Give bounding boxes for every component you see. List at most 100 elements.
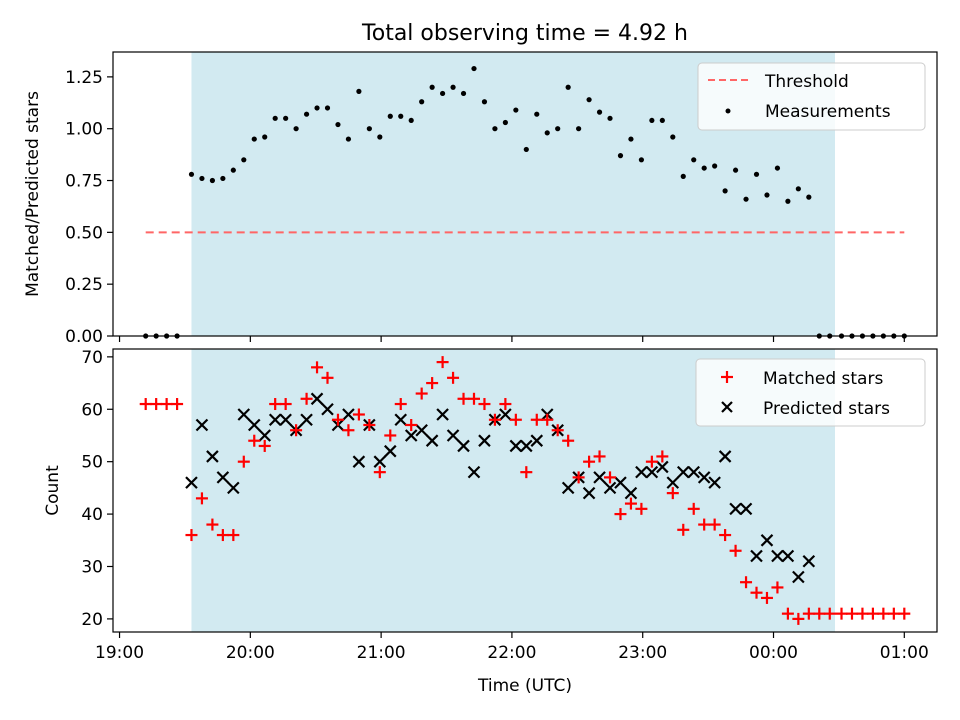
y-tick-label: 0.25 xyxy=(65,275,103,295)
measurement-point xyxy=(513,107,519,113)
measurement-point xyxy=(251,136,257,142)
matched-point xyxy=(488,413,501,426)
measurement-point xyxy=(565,84,571,90)
predicted-legend-swatch xyxy=(721,401,733,413)
measurement-point xyxy=(628,136,634,142)
matched-point xyxy=(384,429,397,442)
matched-point xyxy=(740,576,753,589)
matched-legend-swatch xyxy=(721,371,733,383)
matched-point xyxy=(792,612,805,625)
ratio-legend: Threshold Measurements xyxy=(697,62,926,131)
measurement-point xyxy=(649,117,655,124)
predicted-point xyxy=(373,455,387,468)
count-legend: Matched stars Predicted stars xyxy=(695,358,926,427)
predicted-point xyxy=(446,429,460,442)
predicted-point xyxy=(321,402,334,416)
matched-point xyxy=(708,518,721,531)
measurement-point xyxy=(712,163,718,169)
matched-point xyxy=(845,607,858,620)
predicted-point xyxy=(457,439,470,453)
measurement-point xyxy=(335,121,341,128)
measurement-point xyxy=(188,171,195,177)
matched-point xyxy=(290,424,303,437)
x-tick-label: 23:00 xyxy=(618,643,667,663)
y-tick-label: 20 xyxy=(81,610,103,630)
predicted-point xyxy=(635,465,648,479)
x-tick-label: 01:00 xyxy=(880,643,929,663)
matched-point xyxy=(216,529,229,542)
matched-point xyxy=(583,455,596,468)
predicted-point xyxy=(718,450,732,463)
y-tick-label: 0.00 xyxy=(65,327,103,347)
measurement-point xyxy=(366,126,372,132)
matched-point xyxy=(635,502,648,515)
predicted-point xyxy=(593,471,606,484)
matched-point xyxy=(300,392,313,405)
predicted-point xyxy=(802,554,816,568)
y-tick-label: 0.75 xyxy=(65,172,103,192)
measurement-point xyxy=(429,84,435,90)
measurement-point xyxy=(534,111,540,117)
count-legend-box xyxy=(695,358,926,427)
matched-point xyxy=(373,466,386,479)
measurement-point xyxy=(764,192,770,198)
matched-point xyxy=(719,529,732,542)
measurement-point xyxy=(220,175,226,182)
ratio-legend-box xyxy=(697,62,926,131)
measurement-point xyxy=(293,126,299,132)
ratio-y-axis-label: Matched/Predicted stars xyxy=(23,91,43,297)
measurement-point xyxy=(670,134,676,140)
count-y-ticks: 20 30 40 50 60 70 xyxy=(81,348,113,630)
matched-point xyxy=(426,377,439,390)
y-tick-label: 50 xyxy=(81,453,103,473)
matched-point xyxy=(624,497,637,510)
predicted-point xyxy=(760,534,774,547)
measurement-point xyxy=(303,111,310,117)
matched-point xyxy=(760,591,773,604)
measurement-point xyxy=(502,119,508,126)
measurement-point xyxy=(283,115,289,121)
matched-legend-label: Matched stars xyxy=(763,369,883,389)
ratio-panel: 0.00 0.25 0.50 0.75 1.00 1.25 Matched/Predict… xyxy=(23,51,938,347)
matched-point xyxy=(781,607,794,620)
predicted-point xyxy=(436,408,449,421)
predicted-point xyxy=(739,502,753,516)
matched-point xyxy=(363,418,376,431)
predicted-point xyxy=(384,444,397,458)
matched-point xyxy=(321,371,334,384)
matched-point xyxy=(342,424,355,437)
measurement-point xyxy=(199,175,205,182)
measurement-point xyxy=(356,88,362,94)
x-tick-label: 00:00 xyxy=(749,643,798,663)
matched-point xyxy=(750,586,763,599)
matched-point xyxy=(729,544,742,557)
measurement-point xyxy=(722,188,728,194)
matched-point xyxy=(698,518,711,531)
matched-point xyxy=(677,523,690,536)
measurement-point xyxy=(314,105,320,111)
measurement-point xyxy=(450,84,456,90)
measurement-point xyxy=(785,198,791,204)
count-x-ticks: 19:00 20:00 21:00 22:00 23:00 00:00 01:00 xyxy=(95,632,929,663)
measurement-point xyxy=(398,113,404,119)
predicted-point xyxy=(310,392,324,406)
predicted-point xyxy=(781,549,795,563)
chart-title: Total observing time = 4.92 h xyxy=(361,21,688,46)
predicted-point xyxy=(656,460,669,474)
measurement-point xyxy=(701,165,707,171)
predicted-point xyxy=(645,465,659,479)
predicted-point xyxy=(342,408,355,421)
count-y-axis-label: Count xyxy=(43,465,63,516)
predicted-point xyxy=(792,570,805,584)
x-tick-label: 20:00 xyxy=(226,643,275,663)
predicted-point xyxy=(603,481,617,495)
matched-point xyxy=(823,607,836,620)
y-tick-label: 1.00 xyxy=(65,120,103,140)
predicted-point xyxy=(582,486,596,500)
predicted-point xyxy=(520,439,533,453)
ratio-x-ticks xyxy=(118,336,905,342)
matched-point xyxy=(771,581,784,594)
matched-point xyxy=(877,607,890,620)
predicted-point xyxy=(499,408,512,421)
matched-point xyxy=(269,398,282,411)
